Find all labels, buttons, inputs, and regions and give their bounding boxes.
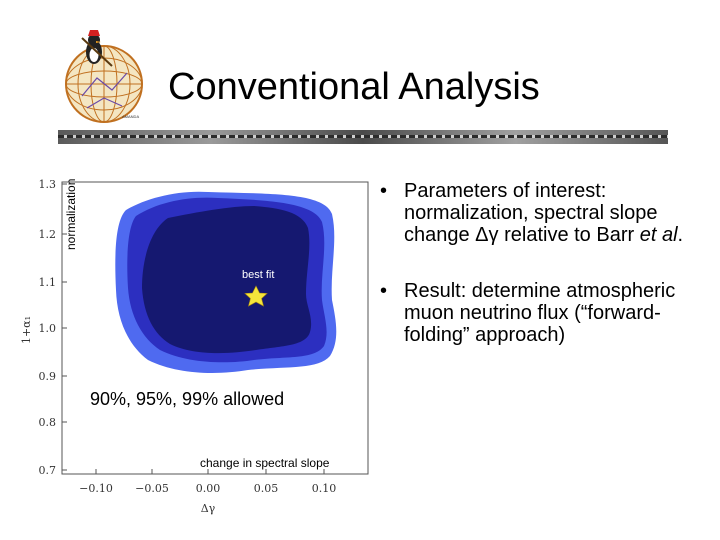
svg-text:AMANDA: AMANDA (122, 114, 139, 119)
normalization-label: normalization (64, 178, 78, 250)
amanda-logo: AMANDA (65, 30, 143, 123)
y-axis-label: 1+α₁ (20, 316, 33, 344)
xtick-label: −0.05 (135, 482, 169, 495)
ytick-label: 1.0 (39, 322, 57, 335)
ytick-label: 0.9 (39, 370, 57, 383)
best-fit-star (244, 285, 268, 307)
ytick-label: 0.8 (39, 416, 57, 429)
slope-label: change in spectral slope (200, 456, 330, 470)
contour-90 (142, 206, 312, 354)
x-axis-label: Δγ (201, 502, 216, 515)
xtick-label: 0.10 (312, 482, 337, 495)
ytick-label: 0.7 (39, 464, 57, 477)
bullet-list: • Parameters of interest: normalization,… (380, 180, 715, 380)
contour-plot: 1.3 1.2 1.1 1.0 0.9 0.8 0.7 −0.10 −0.05 … (20, 178, 369, 515)
allowed-label: 90%, 95%, 99% allowed (90, 389, 284, 409)
bullet-text: Parameters of interest: normalization, s… (404, 180, 684, 246)
ytick-label: 1.1 (39, 276, 57, 289)
title-divider (58, 130, 668, 144)
bullet-item: • Parameters of interest: normalization,… (380, 180, 715, 246)
xtick-label: 0.00 (196, 482, 221, 495)
bullet-text: Result: determine atmospheric muon neutr… (404, 280, 676, 346)
page-title: Conventional Analysis (168, 66, 540, 108)
bullet-item: • Result: determine atmospheric muon neu… (380, 280, 715, 346)
ytick-label: 1.3 (39, 178, 57, 191)
bullet-marker: • (380, 180, 388, 202)
bullet-marker: • (380, 280, 388, 302)
xtick-label: −0.10 (79, 482, 113, 495)
best-fit-label: best fit (242, 269, 274, 281)
ytick-label: 1.2 (39, 228, 57, 241)
xtick-label: 0.05 (254, 482, 279, 495)
